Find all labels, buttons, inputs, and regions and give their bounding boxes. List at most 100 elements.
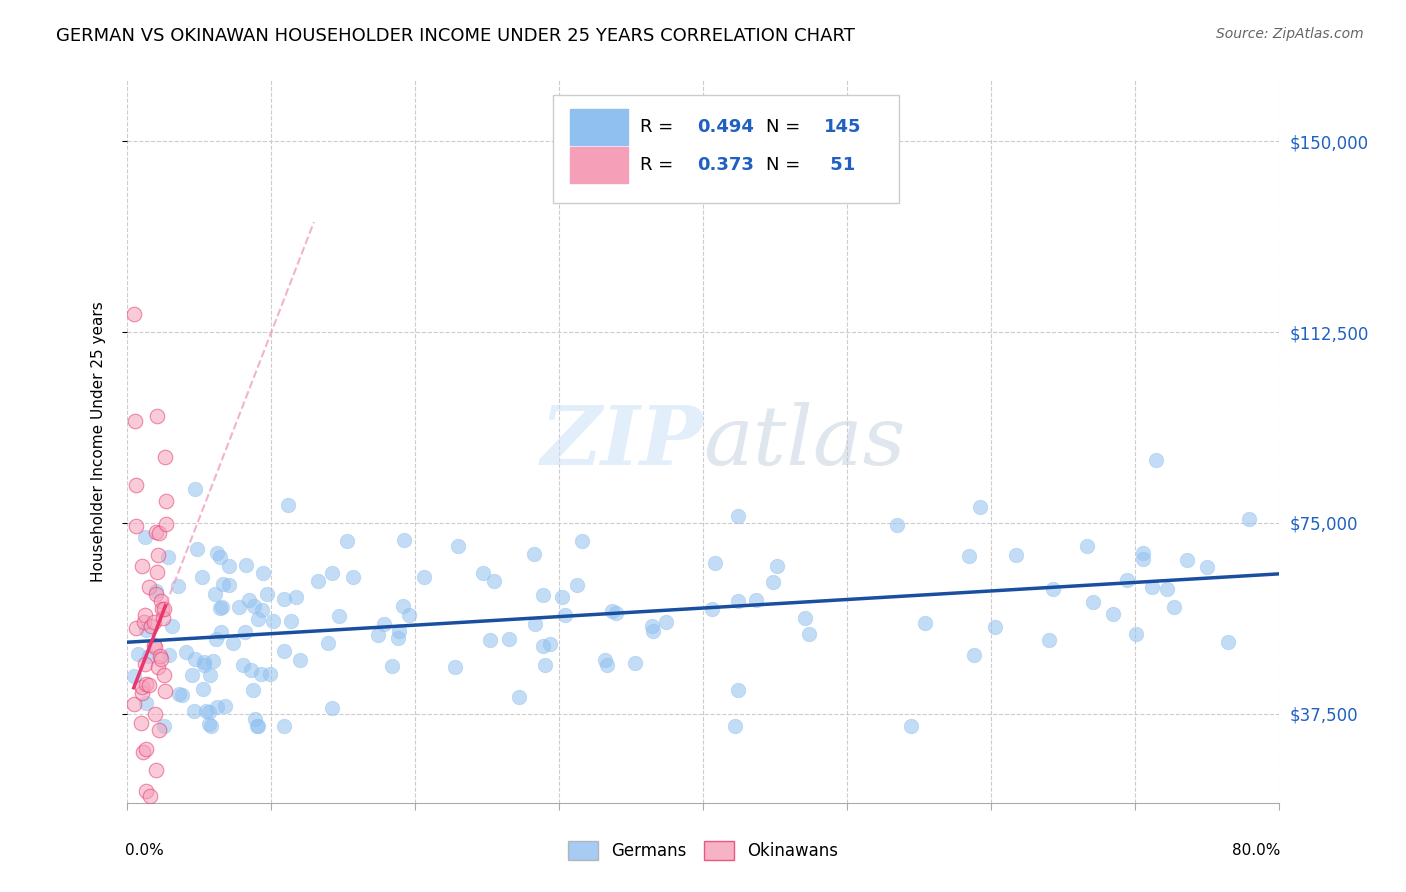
Text: ZIP: ZIP bbox=[540, 401, 703, 482]
Point bbox=[655, 615, 678, 629]
Point bbox=[155, 450, 177, 465]
Point bbox=[1125, 626, 1147, 640]
Point bbox=[391, 599, 413, 614]
Point bbox=[205, 632, 228, 647]
FancyBboxPatch shape bbox=[553, 95, 898, 203]
Point bbox=[1218, 635, 1240, 649]
Point bbox=[702, 601, 724, 615]
Point bbox=[191, 570, 214, 584]
Point bbox=[148, 649, 170, 664]
Point bbox=[766, 559, 789, 574]
Point bbox=[724, 719, 747, 733]
Point bbox=[799, 627, 821, 641]
Text: 80.0%: 80.0% bbox=[1232, 843, 1281, 857]
Point bbox=[170, 688, 193, 702]
Point bbox=[232, 658, 254, 673]
Point bbox=[191, 682, 214, 697]
Point bbox=[132, 615, 155, 629]
Point bbox=[290, 653, 312, 667]
Point bbox=[240, 663, 263, 677]
Point bbox=[318, 635, 340, 649]
Point bbox=[143, 640, 166, 654]
Point bbox=[479, 633, 502, 648]
Point bbox=[174, 645, 197, 659]
Point bbox=[145, 586, 167, 600]
Point bbox=[373, 616, 395, 631]
Point bbox=[242, 599, 264, 613]
Point bbox=[472, 566, 495, 580]
Point bbox=[153, 668, 176, 682]
Point bbox=[277, 499, 299, 513]
Point bbox=[567, 578, 589, 592]
Point bbox=[131, 686, 153, 700]
Point bbox=[124, 414, 146, 428]
Point bbox=[245, 712, 267, 726]
Point bbox=[233, 625, 256, 640]
Point bbox=[252, 566, 274, 580]
Point bbox=[138, 789, 160, 803]
Point bbox=[727, 682, 749, 697]
Point bbox=[184, 651, 207, 665]
Point bbox=[181, 668, 204, 682]
Point bbox=[145, 584, 167, 599]
Text: 0.373: 0.373 bbox=[697, 156, 754, 174]
Point bbox=[193, 657, 215, 672]
Point bbox=[342, 570, 364, 584]
Point bbox=[793, 611, 815, 625]
Point bbox=[703, 556, 725, 570]
Point bbox=[284, 590, 307, 604]
Point bbox=[1116, 573, 1139, 587]
Point bbox=[135, 624, 157, 638]
Point bbox=[156, 549, 179, 564]
Point bbox=[153, 684, 176, 698]
Point bbox=[222, 636, 245, 650]
Point bbox=[273, 592, 295, 607]
Point bbox=[1132, 546, 1154, 560]
Point bbox=[1239, 512, 1261, 526]
Point bbox=[209, 600, 232, 615]
Text: atlas: atlas bbox=[703, 401, 905, 482]
Point bbox=[150, 594, 173, 608]
Point bbox=[204, 586, 226, 600]
Text: 0.0%: 0.0% bbox=[125, 843, 165, 857]
Point bbox=[218, 559, 240, 574]
Point bbox=[131, 820, 153, 834]
Point bbox=[148, 723, 170, 737]
Point bbox=[641, 619, 664, 633]
Point bbox=[122, 697, 145, 711]
Point bbox=[900, 719, 922, 733]
Point bbox=[387, 631, 409, 645]
Point bbox=[193, 656, 215, 670]
Text: 51: 51 bbox=[824, 156, 855, 174]
Point bbox=[596, 657, 619, 672]
Point bbox=[146, 409, 169, 424]
Point bbox=[328, 609, 350, 624]
Point bbox=[1140, 581, 1163, 595]
Point bbox=[146, 565, 169, 579]
Point bbox=[367, 628, 389, 642]
Point bbox=[135, 696, 157, 710]
Point bbox=[336, 534, 359, 549]
Point bbox=[205, 700, 228, 714]
Point bbox=[131, 831, 153, 846]
Point bbox=[250, 667, 273, 681]
Point bbox=[142, 638, 165, 652]
Point bbox=[195, 704, 218, 718]
Point bbox=[914, 615, 936, 630]
Text: Source: ZipAtlas.com: Source: ZipAtlas.com bbox=[1216, 27, 1364, 41]
Point bbox=[142, 615, 165, 629]
Point bbox=[321, 566, 343, 581]
Point bbox=[218, 578, 240, 592]
Point bbox=[1132, 551, 1154, 566]
Point bbox=[398, 607, 420, 622]
Point bbox=[167, 579, 190, 593]
Point bbox=[256, 587, 278, 601]
Point bbox=[1156, 582, 1178, 597]
Point bbox=[262, 615, 284, 629]
Point bbox=[148, 525, 170, 540]
Point bbox=[155, 494, 177, 508]
Point bbox=[762, 575, 785, 590]
Point bbox=[122, 307, 145, 321]
Point bbox=[134, 530, 156, 544]
Point bbox=[228, 599, 250, 614]
